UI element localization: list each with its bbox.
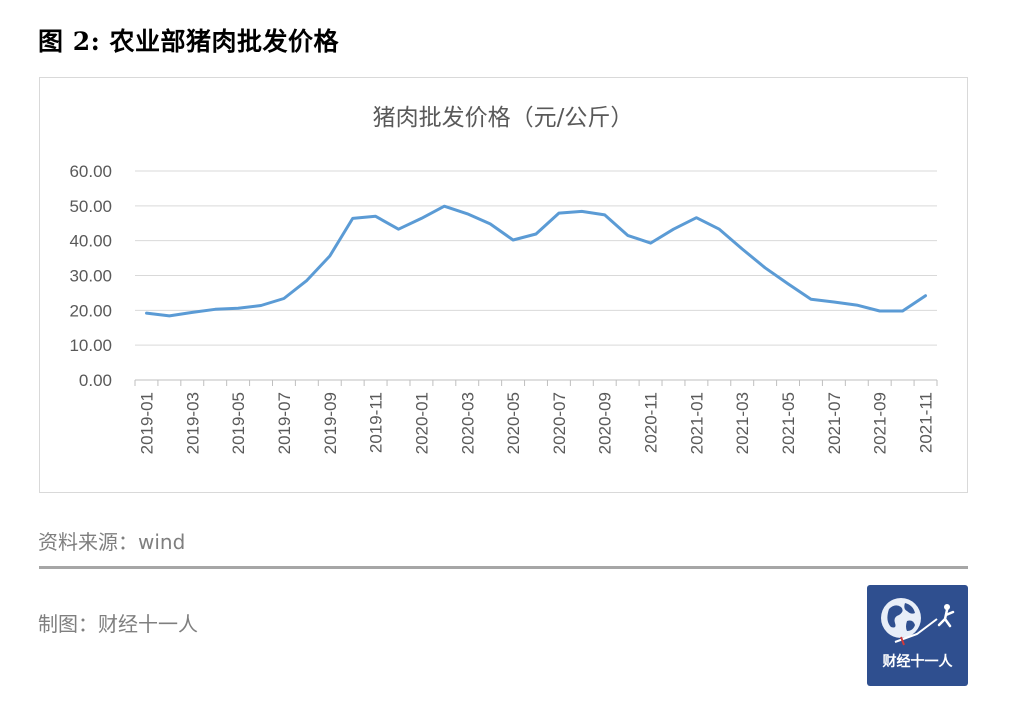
source-note: 资料来源：wind (38, 530, 186, 554)
gridlines (135, 170, 937, 381)
x-tick-label: 2020-11 (642, 392, 661, 453)
logo-text: 财经十一人 (882, 654, 953, 670)
y-axis-ticks: 0.00 10.00 20.00 30.00 40.00 50.00 60.00 (69, 162, 112, 390)
x-tick-label: 2019-11 (367, 392, 386, 453)
x-tick-label: 2020-05 (504, 392, 523, 454)
x-tick-label: 2019-09 (321, 392, 340, 454)
x-tick-label: 2019-01 (137, 392, 156, 454)
x-tick-label: 2021-03 (733, 392, 752, 454)
x-tick-label: 2020-07 (550, 392, 569, 454)
x-tick-label: 2021-09 (871, 392, 890, 454)
x-tick-label: 2021-07 (825, 392, 844, 454)
y-tick-label: 20.00 (69, 301, 112, 320)
y-tick-label: 40.00 (69, 232, 112, 251)
x-tick-label: 2020-03 (458, 392, 477, 454)
chart-container: 猪肉批发价格（元/公斤） 0.00 10.00 20.00 30.00 40.00 50.… (39, 77, 968, 493)
x-tick-label: 2020-01 (412, 392, 431, 454)
divider (39, 566, 968, 569)
maker-note: 制图：财经十一人 (38, 612, 198, 636)
y-tick-label: 30.00 (69, 267, 112, 286)
y-tick-label: 10.00 (69, 336, 112, 355)
x-tick-label: 2019-05 (229, 392, 248, 454)
y-tick-label: 0.00 (79, 371, 112, 390)
x-tick-label: 2019-03 (183, 392, 202, 454)
x-tick-label: 2021-01 (687, 392, 706, 454)
x-axis-ticks: 2019-01 2019-03 2019-05 2019-07 2019-09 2019-… (134, 380, 938, 454)
line-chart: 猪肉批发价格（元/公斤） 0.00 10.00 20.00 30.00 40.00 50.… (69, 105, 938, 454)
chart-title: 猪肉批发价格（元/公斤） (373, 105, 634, 131)
figure-title: 图 2: 农业部猪肉批发价格 (38, 27, 340, 56)
x-tick-label: 2021-05 (779, 392, 798, 454)
x-tick-label: 2021-11 (917, 392, 936, 453)
x-tick-label: 2020-09 (596, 392, 615, 454)
brand-logo: 财经十一人 (867, 585, 968, 686)
series-line-pork-price (145, 204, 927, 318)
y-tick-label: 50.00 (69, 197, 112, 216)
globe-icon (881, 598, 955, 646)
x-tick-label: 2019-07 (275, 392, 294, 454)
y-tick-label: 60.00 (69, 162, 112, 181)
